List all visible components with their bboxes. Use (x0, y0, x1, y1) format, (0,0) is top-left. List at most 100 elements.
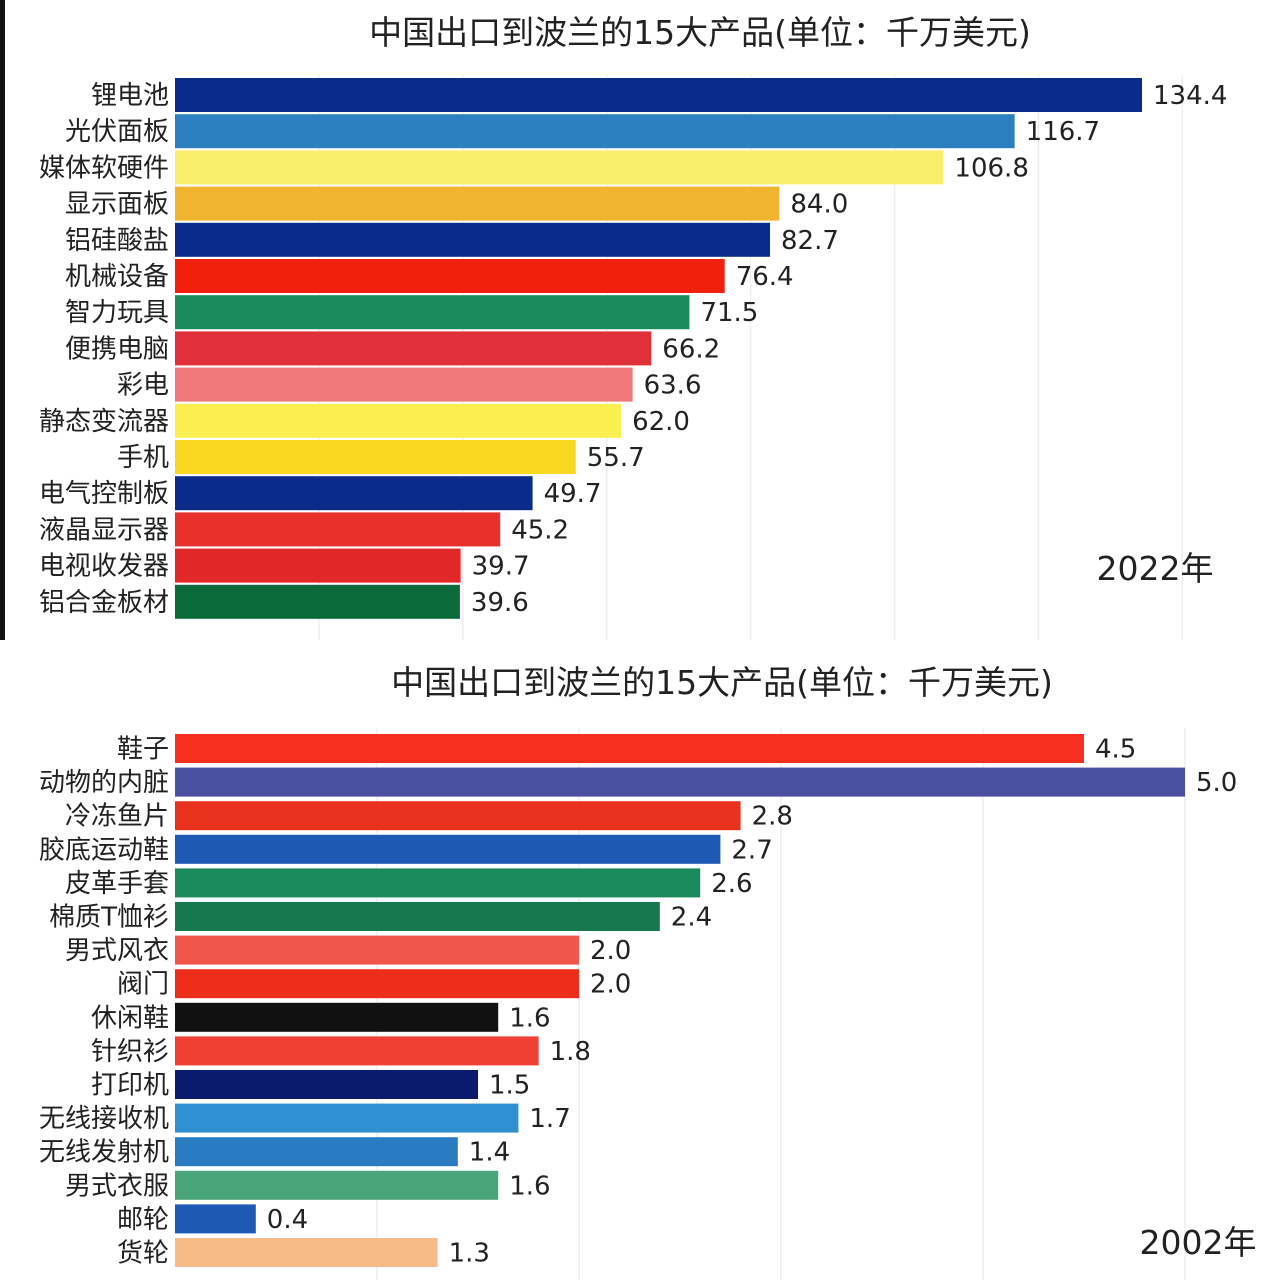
chart-title: 中国出口到波兰的15大产品(单位：千万美元) (391, 663, 1053, 702)
bar-6 (175, 259, 725, 293)
bar-13 (175, 1137, 458, 1167)
category-label: 阀门 (117, 970, 169, 1000)
bar-8 (175, 969, 579, 999)
value-label: 84.0 (790, 190, 848, 220)
bar-11 (175, 1070, 478, 1099)
left-border (0, 0, 5, 640)
bar-1 (175, 734, 1084, 763)
value-label: 45.2 (511, 515, 569, 545)
value-label: 5.0 (1196, 768, 1237, 798)
year-annotation: 2022年 (1097, 549, 1214, 588)
value-label: 2.8 (752, 802, 793, 832)
category-label: 铝合金板材 (39, 588, 169, 618)
value-label: 1.4 (469, 1138, 510, 1168)
bar-16 (175, 1238, 438, 1267)
value-label: 2.4 (671, 903, 712, 933)
category-label: 液晶显示器 (39, 515, 169, 545)
chart-title: 中国出口到波兰的15大产品(单位：千万美元) (369, 13, 1031, 52)
value-label: 39.6 (471, 588, 529, 618)
bar-5 (175, 868, 701, 898)
chart-2022: 中国出口到波兰的15大产品(单位：千万美元) 2022年 锂电池 134.4 光伏面板 1… (39, 13, 1227, 640)
category-label: 邮轮 (117, 1205, 169, 1235)
value-label: 134.4 (1153, 81, 1227, 111)
value-label: 39.7 (472, 552, 530, 582)
value-label: 2.6 (711, 869, 752, 899)
bar-14 (175, 548, 461, 583)
bar-4 (175, 834, 721, 864)
bar-13 (175, 512, 501, 547)
year-annotation: 2002年 (1140, 1223, 1257, 1262)
bar-2 (175, 114, 1015, 149)
category-label: 针织衫 (91, 1037, 169, 1067)
chart-2002: 中国出口到波兰的15大产品(单位：千万美元) 2002年 鞋子 4.5 动物的内脏 5.0… (39, 663, 1257, 1280)
category-label: 电视收发器 (39, 552, 169, 582)
value-label: 71.5 (700, 298, 758, 328)
bar-10 (175, 403, 622, 438)
category-label: 电气控制板 (39, 479, 169, 509)
category-label: 锂电池 (91, 81, 169, 111)
category-label: 智力玩具 (65, 298, 169, 328)
category-label: 静态变流器 (39, 407, 169, 437)
value-label: 2.7 (731, 835, 772, 865)
value-label: 62.0 (632, 407, 690, 437)
bar-2 (175, 767, 1185, 797)
bar-5 (175, 222, 771, 257)
value-label: 2.0 (590, 936, 631, 966)
bar-15 (175, 584, 460, 619)
category-label: 无线接收机 (39, 1104, 169, 1134)
value-label: 106.8 (954, 153, 1028, 183)
value-label: 4.5 (1095, 735, 1136, 765)
category-label: 动物的内脏 (39, 768, 169, 798)
bar-8 (175, 331, 652, 366)
category-label: 打印机 (91, 1071, 169, 1101)
category-label: 手机 (117, 443, 169, 473)
value-label: 2.0 (590, 970, 631, 1000)
value-label: 76.4 (736, 262, 794, 292)
value-label: 116.7 (1026, 117, 1100, 147)
bar-15 (175, 1204, 256, 1234)
bar-3 (175, 801, 741, 831)
value-label: 1.5 (489, 1071, 530, 1101)
value-label: 55.7 (587, 443, 645, 473)
category-label: 冷冻鱼片 (65, 802, 169, 832)
category-label: 光伏面板 (65, 117, 169, 147)
value-label: 82.7 (781, 226, 839, 256)
value-label: 1.6 (509, 1171, 550, 1201)
bar-12 (175, 476, 533, 511)
chart-separator (0, 640, 1280, 648)
bar-9 (175, 367, 633, 402)
category-label: 鞋子 (117, 735, 169, 765)
category-label: 休闲鞋 (91, 1003, 169, 1033)
category-label: 显示面板 (65, 190, 169, 220)
value-label: 1.3 (449, 1239, 490, 1269)
bar-14 (175, 1170, 499, 1200)
category-label: 男式风衣 (65, 936, 169, 966)
bar-7 (175, 935, 579, 965)
category-label: 铝硅酸盐 (65, 226, 169, 256)
bar-6 (175, 902, 660, 931)
category-label: 皮革手套 (65, 869, 169, 899)
bar-12 (175, 1103, 519, 1133)
category-label: 男式衣服 (65, 1171, 169, 1201)
value-label: 1.8 (550, 1037, 591, 1067)
value-label: 1.7 (529, 1104, 570, 1134)
bar-10 (175, 1036, 539, 1066)
value-label: 49.7 (544, 479, 602, 509)
value-label: 66.2 (662, 334, 720, 364)
value-label: 63.6 (644, 371, 702, 401)
category-label: 胶底运动鞋 (39, 835, 169, 865)
category-label: 无线发射机 (39, 1138, 169, 1168)
bar-1 (175, 78, 1143, 112)
category-label: 便携电脑 (65, 334, 169, 364)
value-label: 0.4 (267, 1205, 308, 1235)
bar-7 (175, 295, 690, 330)
bar-11 (175, 440, 576, 474)
category-label: 货轮 (117, 1239, 169, 1269)
category-label: 棉质T恤衫 (49, 903, 169, 933)
bar-4 (175, 186, 780, 221)
category-label: 彩电 (117, 371, 169, 401)
bar-3 (175, 150, 944, 185)
value-label: 1.6 (509, 1003, 550, 1033)
category-label: 媒体软硬件 (39, 153, 169, 183)
category-label: 机械设备 (65, 262, 169, 292)
